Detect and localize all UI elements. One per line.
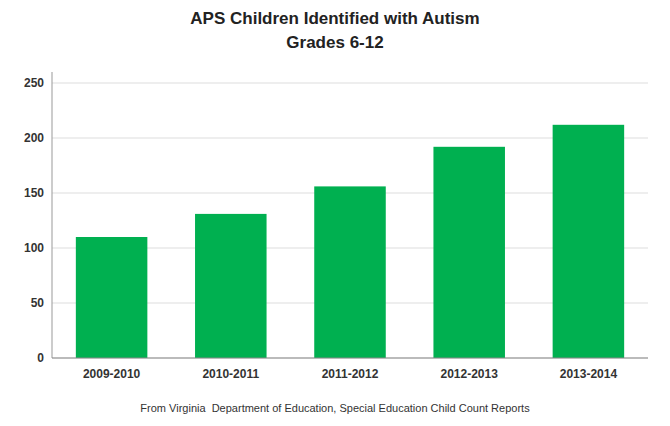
bar	[314, 186, 386, 358]
x-tick-label: 2012-2013	[441, 367, 499, 381]
x-tick-label: 2010-2011	[202, 367, 259, 381]
x-tick-label: 2009-2010	[83, 367, 141, 381]
caption: From Virginia Department of Education, S…	[140, 402, 530, 414]
bar	[76, 237, 148, 358]
y-tick-label: 50	[31, 296, 45, 310]
y-axis-line	[52, 72, 53, 358]
chart-svg: APS Children Identified with Autism Grade…	[0, 0, 670, 426]
x-tick-label: 2011-2012	[322, 367, 379, 381]
y-tick-label: 200	[24, 131, 44, 145]
bar	[433, 147, 505, 358]
y-tick-label: 0	[37, 351, 44, 365]
y-tick-label: 150	[24, 186, 44, 200]
chart-container: APS Children Identified with Autism Grade…	[0, 0, 670, 426]
bars	[76, 125, 624, 358]
grid	[52, 83, 648, 358]
x-axis-line	[52, 358, 648, 359]
bar	[553, 125, 625, 358]
title: APS Children Identified with Autism	[190, 9, 479, 28]
x-tick-label: 2013-2014	[560, 367, 618, 381]
subtitle: Grades 6-12	[286, 33, 383, 52]
y-tick-label: 250	[24, 76, 44, 90]
bar	[195, 214, 267, 358]
grid-line	[52, 83, 648, 84]
y-tick-label: 100	[24, 241, 44, 255]
grid-line	[52, 358, 648, 359]
